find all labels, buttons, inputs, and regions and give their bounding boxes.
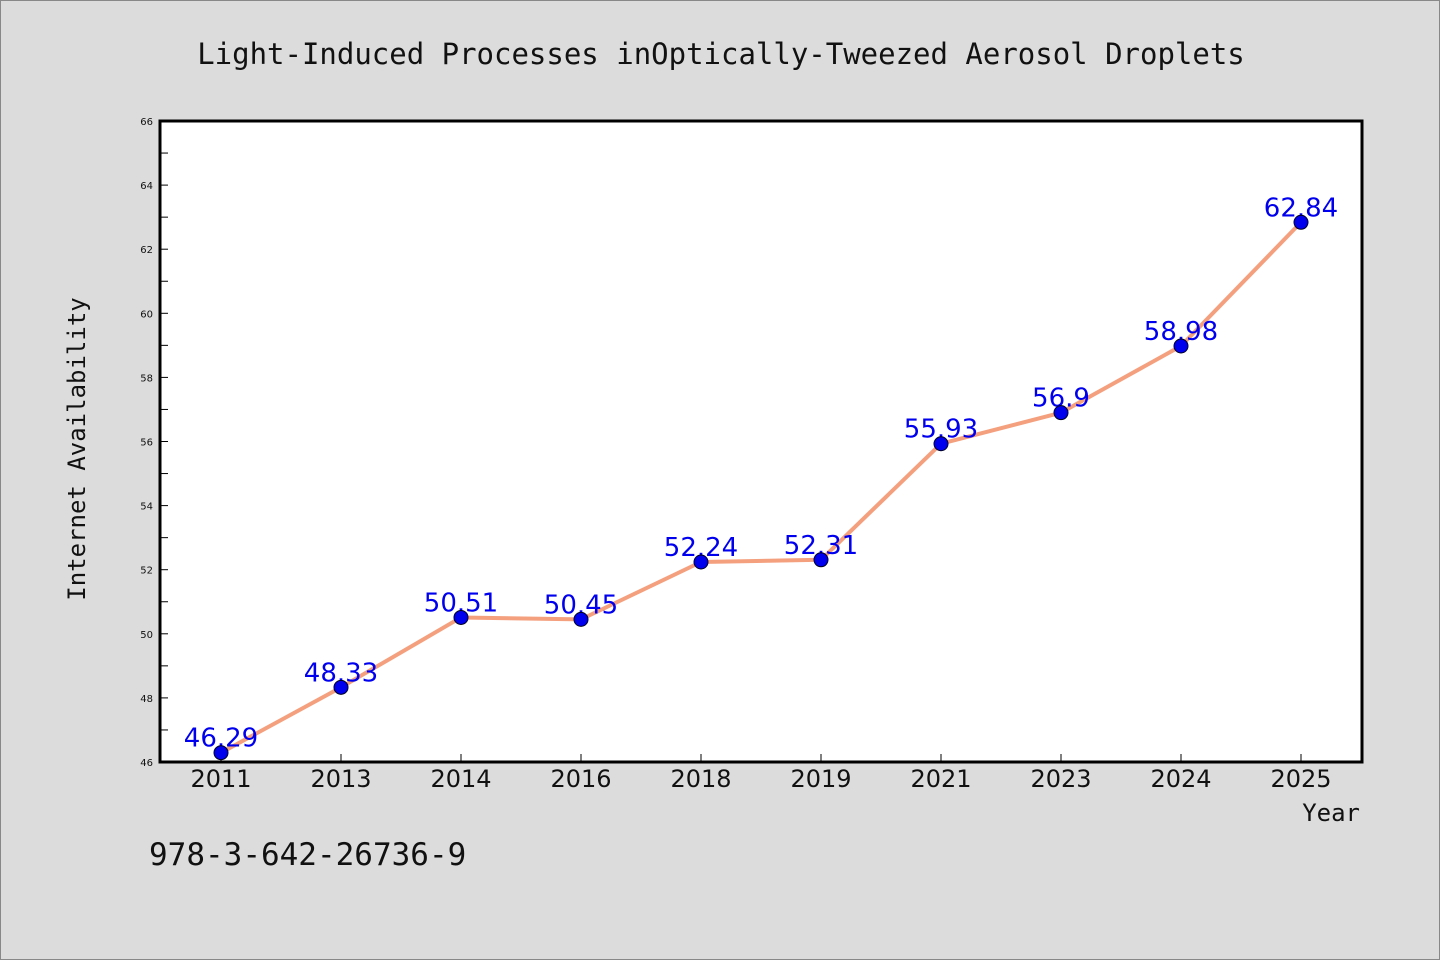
data-point <box>213 745 229 761</box>
data-point <box>1293 214 1309 230</box>
x-tick-label: 2025 <box>1270 765 1331 793</box>
x-axis-title: Year <box>1302 799 1360 827</box>
series-line <box>220 220 1303 755</box>
data-point <box>933 436 949 452</box>
data-point <box>453 609 469 625</box>
x-tick-label: 2019 <box>790 765 851 793</box>
series-markers <box>213 214 1309 761</box>
y-axis-title: Internet Availability <box>63 297 91 600</box>
chart-title: Light-Induced Processes inOptically-Twee… <box>197 37 1245 71</box>
y-tick-label: 48 <box>140 694 153 705</box>
data-point <box>333 679 349 695</box>
x-tick-label: 2014 <box>430 765 491 793</box>
data-point <box>1173 338 1189 354</box>
isbn-footer: 978-3-642-26736-9 <box>149 837 466 873</box>
x-tick-label: 2018 <box>670 765 731 793</box>
data-point <box>573 611 589 627</box>
data-point <box>1053 405 1069 421</box>
y-tick-label: 46 <box>140 758 153 769</box>
y-tick-label: 50 <box>140 630 153 641</box>
data-point <box>813 552 829 568</box>
y-tick-label: 64 <box>140 181 153 192</box>
y-axis: 46 48 50 52 54 56 58 60 62 64 66 <box>140 117 168 769</box>
y-tick-label: 52 <box>140 566 153 577</box>
x-axis: 2011 2013 2014 2016 2018 2019 2021 2023 2024 2025 <box>190 754 1332 793</box>
x-tick-label: 2013 <box>310 765 371 793</box>
y-tick-label: 56 <box>140 438 153 449</box>
y-tick-label: 62 <box>140 245 153 256</box>
plot-area <box>158 119 1364 764</box>
x-tick-label: 2024 <box>1150 765 1211 793</box>
x-tick-label: 2011 <box>190 765 251 793</box>
x-tick-label: 2016 <box>550 765 611 793</box>
y-tick-label: 60 <box>140 309 153 320</box>
x-tick-label: 2023 <box>1030 765 1091 793</box>
data-point <box>693 554 709 570</box>
y-tick-label: 54 <box>140 502 153 513</box>
y-tick-label: 66 <box>140 117 153 128</box>
x-tick-label: 2021 <box>910 765 971 793</box>
y-tick-label: 58 <box>140 373 153 384</box>
